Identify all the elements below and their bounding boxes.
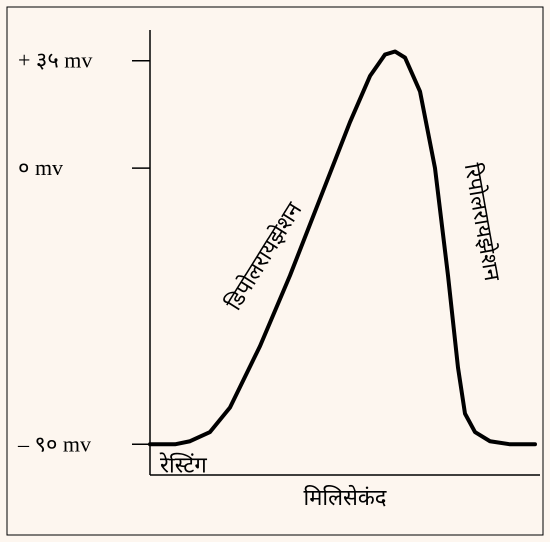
chart-svg: + ३५ mv० mv– ९० mv मिलिसेकंद रेस्टिंग डि… (0, 0, 550, 542)
resting-label: रेस्टिंग (159, 451, 208, 481)
y-ticks: + ३५ mv ० mv – ९० mv (17, 48, 150, 457)
x-axis-label: मिलिसेकंद (304, 484, 387, 514)
y-tick-label: + ३५ mv (18, 48, 92, 73)
y-tick-label: ० mv (18, 155, 63, 180)
action-potential-chart: + ३५ mv० mv– ९० mv मिलिसेकंद रेस्टिंग डि… (0, 0, 550, 542)
y-tick-label: – ९० mv (17, 431, 91, 456)
repolarization-label: रिपोलरायझेशन (456, 161, 506, 284)
